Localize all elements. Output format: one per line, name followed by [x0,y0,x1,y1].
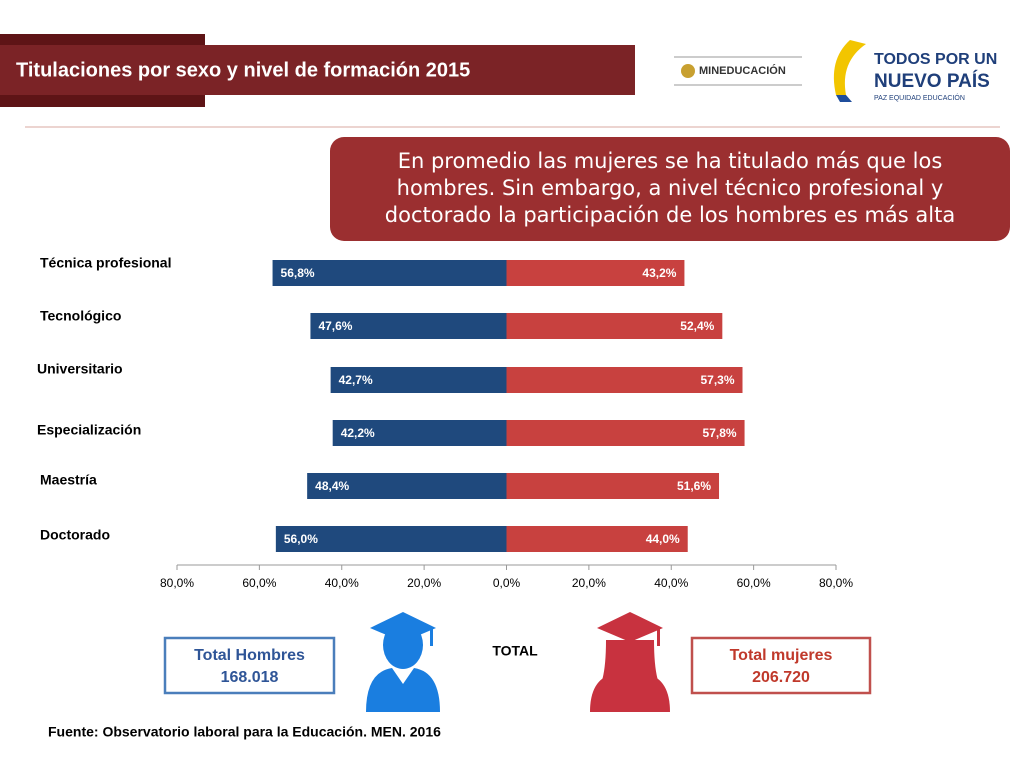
x-tick-label: 80,0% [160,576,194,590]
callout-line: En promedio las mujeres se ha titulado m… [398,149,943,173]
value-label: 57,3% [700,373,734,387]
category-label: Universitario [37,361,123,377]
bar [310,313,507,339]
value-label: 57,8% [703,426,737,440]
value-label: 56,0% [284,532,318,546]
category-label: Especialización [37,422,141,438]
callout [330,137,1010,241]
callout-line: hombres. Sin embargo, a nivel técnico pr… [397,176,944,200]
total-label: TOTAL [492,643,538,659]
category-label: Técnica profesional [40,255,171,271]
source: Fuente: Observatorio laboral para la Edu… [48,724,441,740]
callout-text: En promedio las mujeres se ha titulado m… [385,149,955,227]
total-box [690,636,872,695]
bar [332,420,507,446]
title-bar [0,45,635,95]
bar [272,260,507,286]
bar [506,420,745,446]
value-label: 43,2% [642,266,676,280]
value-label: 51,6% [677,479,711,493]
category-label: Doctorado [40,527,110,543]
logo-flag [836,95,852,102]
bar [506,367,743,393]
bar [506,473,720,499]
chart-title: Titulaciones por sexo y nivel de formaci… [16,59,470,81]
total-value: 206.720 [752,669,810,686]
x-tick-label: 40,0% [654,576,688,590]
callout-line: doctorado la participación de los hombre… [385,203,955,227]
logo-text: PAZ EQUIDAD EDUCACIÓN [874,93,965,102]
total-title: Total Hombres [194,647,305,664]
value-label: 44,0% [646,532,680,546]
logo-text: TODOS POR UN [874,51,997,68]
x-tick-label: 20,0% [407,576,441,590]
x-tick-label: 0,0% [493,576,521,590]
bar [506,313,723,339]
value-label: 52,4% [680,319,714,333]
logo-text: MINEDUCACIÓN [699,64,786,77]
logo-seal [681,64,695,78]
x-tick-label: 40,0% [325,576,359,590]
totals: Total Hombres 168.018 Total mujeres 206.720 [163,636,872,695]
x-tick-label: 60,0% [737,576,771,590]
total-value: 168.018 [221,669,279,686]
value-label: 56,8% [281,266,315,280]
value-label: 42,7% [339,373,373,387]
bar [307,473,507,499]
x-tick-label: 60,0% [242,576,276,590]
category-label: Tecnológico [40,308,121,324]
female-icon [590,612,670,712]
male-icon [366,612,440,712]
value-label: 47,6% [318,319,352,333]
logo-flag [833,40,866,95]
category-label: Maestría [40,472,97,488]
bar [506,526,688,552]
total-title: Total mujeres [730,647,833,664]
chart: 80,0% 60,0% 40,0% 20,0% 0,0% 20,0% 40,0% 60,0% 8… [37,255,853,590]
value-label: 48,4% [315,479,349,493]
bar [275,526,507,552]
total-box [163,636,336,695]
value-label: 42,2% [341,426,375,440]
logo-text: NUEVO PAÍS [874,70,990,92]
x-tick-label: 80,0% [819,576,853,590]
x-tick-label: 20,0% [572,576,606,590]
bar [506,260,685,286]
bar [330,367,507,393]
